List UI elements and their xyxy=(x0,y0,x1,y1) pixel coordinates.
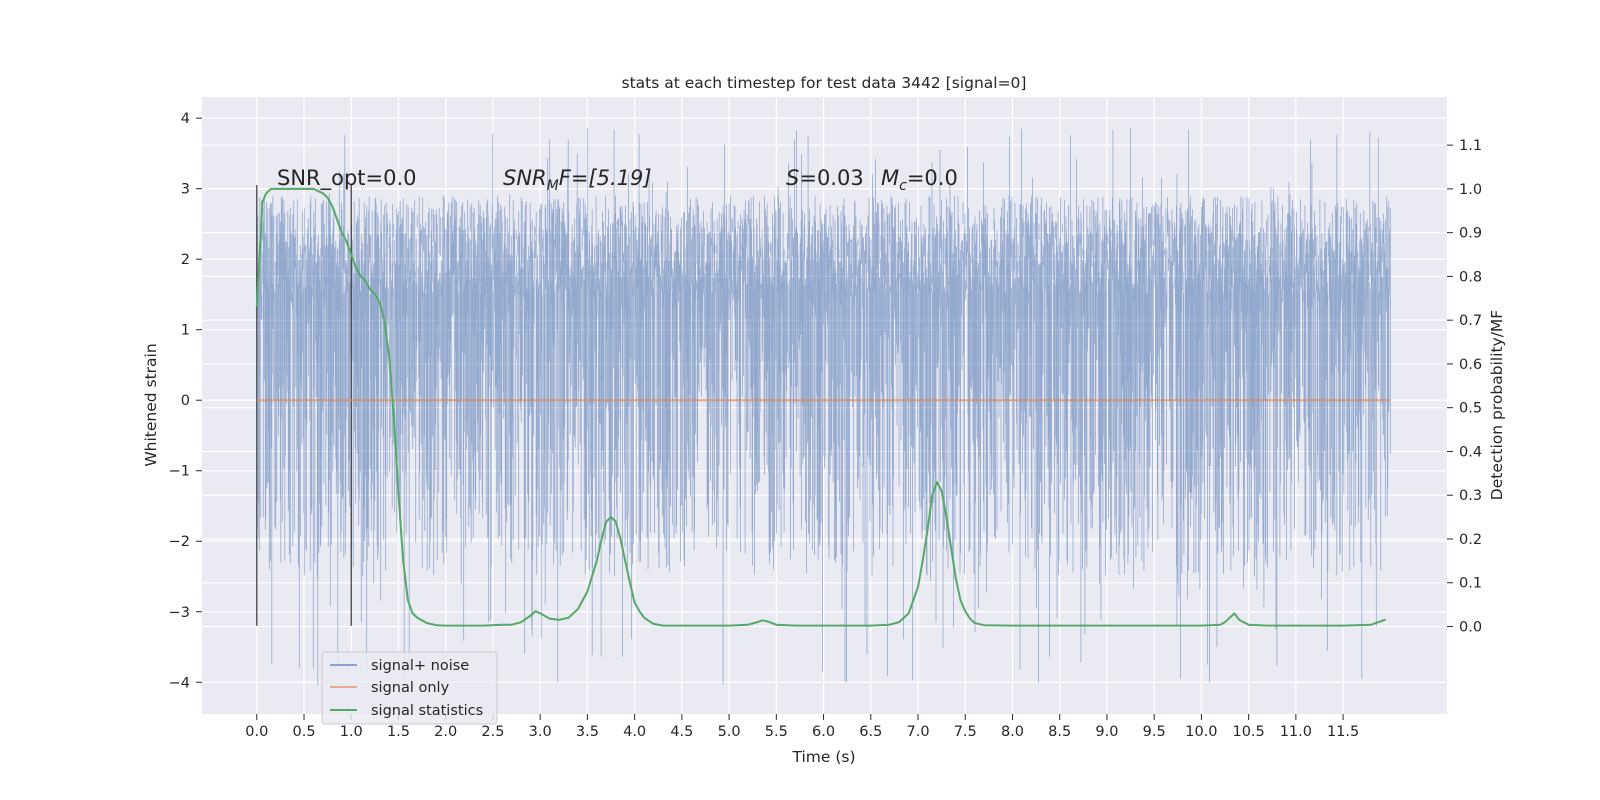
x-tick-label: 5.0 xyxy=(718,724,741,740)
snr-mf-var: SNR xyxy=(503,166,547,190)
legend-label-signal-only: signal only xyxy=(371,680,450,696)
x-tick-label: 0.5 xyxy=(292,724,315,740)
x-tick-label: 2.5 xyxy=(481,724,504,740)
y-right-tick-label: 0.6 xyxy=(1459,357,1482,373)
y-tick-label: −3 xyxy=(169,605,190,621)
s-annotation: S=0.03 xyxy=(786,166,864,190)
y-tick-label: 0 xyxy=(181,393,190,409)
legend-label-signal-noise: signal+ noise xyxy=(371,658,469,674)
mc-value: =0.0 xyxy=(907,166,958,190)
x-tick-label: 9.0 xyxy=(1095,724,1118,740)
mc-subscript: c xyxy=(899,178,907,194)
snr-opt-annotation: SNR_opt=0.0 xyxy=(277,166,417,191)
y-right-tick-label: 0.2 xyxy=(1459,532,1482,548)
x-tick-label: 1.0 xyxy=(340,724,363,740)
y-tick-label: 1 xyxy=(181,323,190,339)
x-tick-label: 7.0 xyxy=(906,724,929,740)
y-tick-label: 4 xyxy=(181,111,190,127)
x-tick-label: 1.5 xyxy=(387,724,410,740)
y-right-tick-label: 0.0 xyxy=(1459,619,1482,635)
data-layer xyxy=(255,185,1391,627)
x-tick-label: 6.5 xyxy=(859,724,882,740)
x-tick-label: 2.0 xyxy=(434,724,457,740)
snr-mf-subscript: M xyxy=(547,178,559,194)
x-tick-label: 6.0 xyxy=(812,724,835,740)
x-tick-label: 5.5 xyxy=(765,724,788,740)
y-tick-label: −4 xyxy=(169,675,190,691)
x-tick-label: 0.0 xyxy=(245,724,268,740)
y-right-tick-label: 0.3 xyxy=(1459,488,1482,504)
x-tick-label: 3.5 xyxy=(576,724,599,740)
y-right-tick-label: 0.5 xyxy=(1459,401,1482,417)
s-value: =0.03 xyxy=(799,166,863,190)
legend-box xyxy=(321,651,498,725)
chart-title: stats at each timestep for test data 344… xyxy=(622,74,1027,92)
y-tick-label: 2 xyxy=(181,252,190,268)
x-tick-label: 10.0 xyxy=(1185,724,1217,740)
x-tick-label: 7.5 xyxy=(954,724,977,740)
y-tick-label: −1 xyxy=(169,464,190,480)
snr-mf-annotation: SNRMF=[5.19] xyxy=(503,166,652,194)
x-tick-label: 10.5 xyxy=(1232,724,1264,740)
x-tick-label: 9.5 xyxy=(1143,724,1166,740)
mc-annotation: Mc=0.0 xyxy=(881,166,958,194)
ticks: 0.0 0.5 1.0 1.5 2.0 2.5 3.0 3.5 4.0 4.5 5.0 5.5 6.0 6… xyxy=(169,111,1482,740)
x-tick-label: 3.0 xyxy=(529,724,552,740)
x-tick-label: 8.5 xyxy=(1048,724,1071,740)
legend: signal+ noise signal only signal statist… xyxy=(321,651,498,725)
x-tick-label: 11.0 xyxy=(1280,724,1312,740)
signal-statistics-line xyxy=(255,187,1386,627)
y-tick-label: 3 xyxy=(181,182,190,198)
y-axis-right-label: Detection probability/MF xyxy=(1488,310,1506,501)
mc-var: M xyxy=(881,166,899,190)
y-right-tick-label: 0.4 xyxy=(1459,444,1482,460)
x-tick-label: 11.5 xyxy=(1327,724,1359,740)
y-right-tick-label: 1.1 xyxy=(1459,138,1482,154)
y-right-tick-label: 0.8 xyxy=(1459,269,1482,285)
y-right-tick-label: 0.7 xyxy=(1459,313,1482,329)
x-tick-label: 8.0 xyxy=(1001,724,1024,740)
x-tick-label: 4.5 xyxy=(670,724,693,740)
snr-mf-value: F=[5.19] xyxy=(559,166,652,190)
y-right-tick-label: 0.1 xyxy=(1459,576,1482,592)
y-right-tick-label: 1.0 xyxy=(1459,182,1482,198)
y-axis-label: Whitened strain xyxy=(142,343,160,466)
x-axis-label: Time (s) xyxy=(791,748,855,766)
legend-label-signal-statistics: signal statistics xyxy=(371,703,483,719)
y-tick-label: −2 xyxy=(169,534,190,550)
x-tick-label: 4.0 xyxy=(623,724,646,740)
y-right-tick-label: 0.9 xyxy=(1459,226,1482,242)
s-var: S xyxy=(786,166,799,190)
